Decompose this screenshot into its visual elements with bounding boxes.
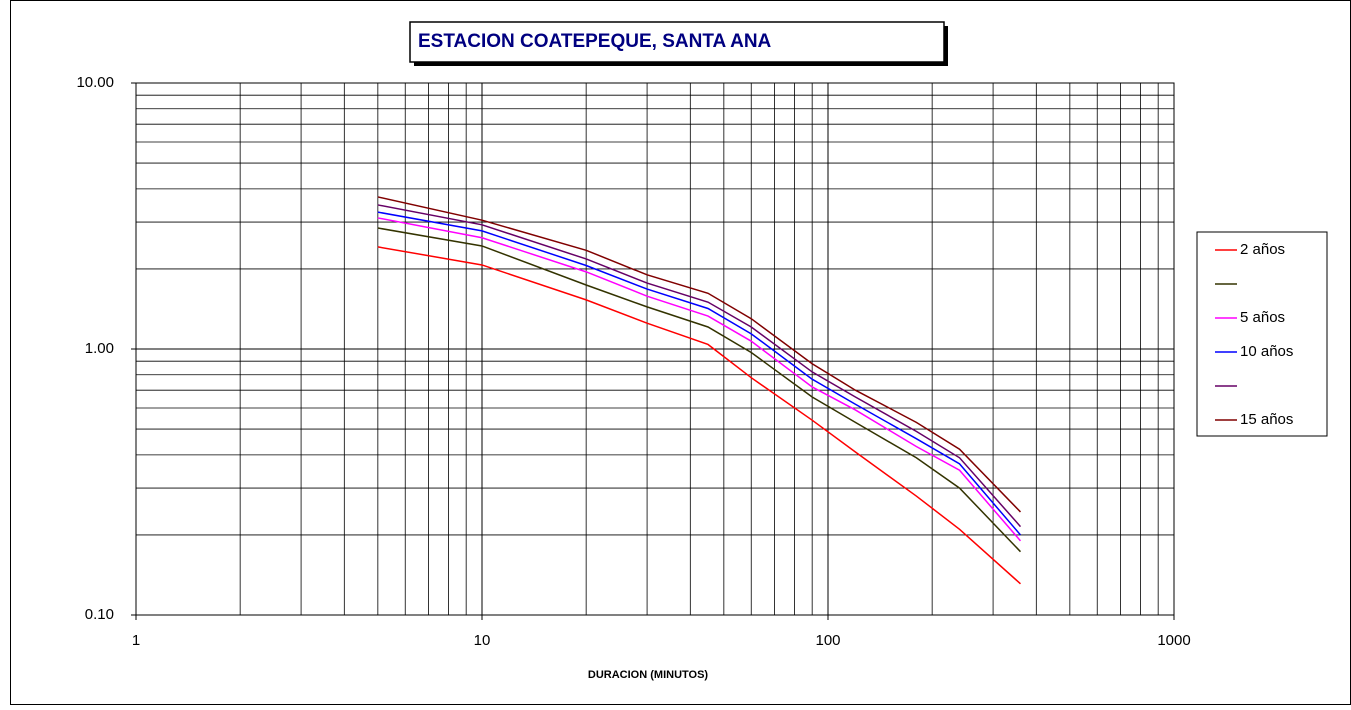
series-line [377,204,1022,528]
legend-label: 10 años [1240,343,1293,360]
legend-box [1196,231,1328,437]
legend-label: 2 años [1240,241,1285,258]
y-tick-label: 0.10 [85,606,114,623]
x-tick-label: 10 [474,632,491,649]
x-tick-label: 1 [132,632,140,649]
chart-title: ESTACION COATEPEQUE, SANTA ANA [418,31,772,52]
y-tick-label: 1.00 [85,340,114,357]
x-axis-label: DURACION (MINUTOS) [588,669,709,681]
y-tick-label: 10.00 [76,74,114,91]
chart-border [10,0,1351,705]
series-line [377,217,1022,542]
legend-label: 5 años [1240,309,1285,326]
legend-label: 15 años [1240,411,1293,428]
series-line [377,246,1021,585]
plot-frame [135,82,1175,616]
series-line [377,196,1022,513]
x-tick-label: 1000 [1157,632,1190,649]
x-tick-label: 100 [815,632,840,649]
series-line [377,211,1022,536]
series-line [377,227,1022,553]
title-box [409,21,945,63]
